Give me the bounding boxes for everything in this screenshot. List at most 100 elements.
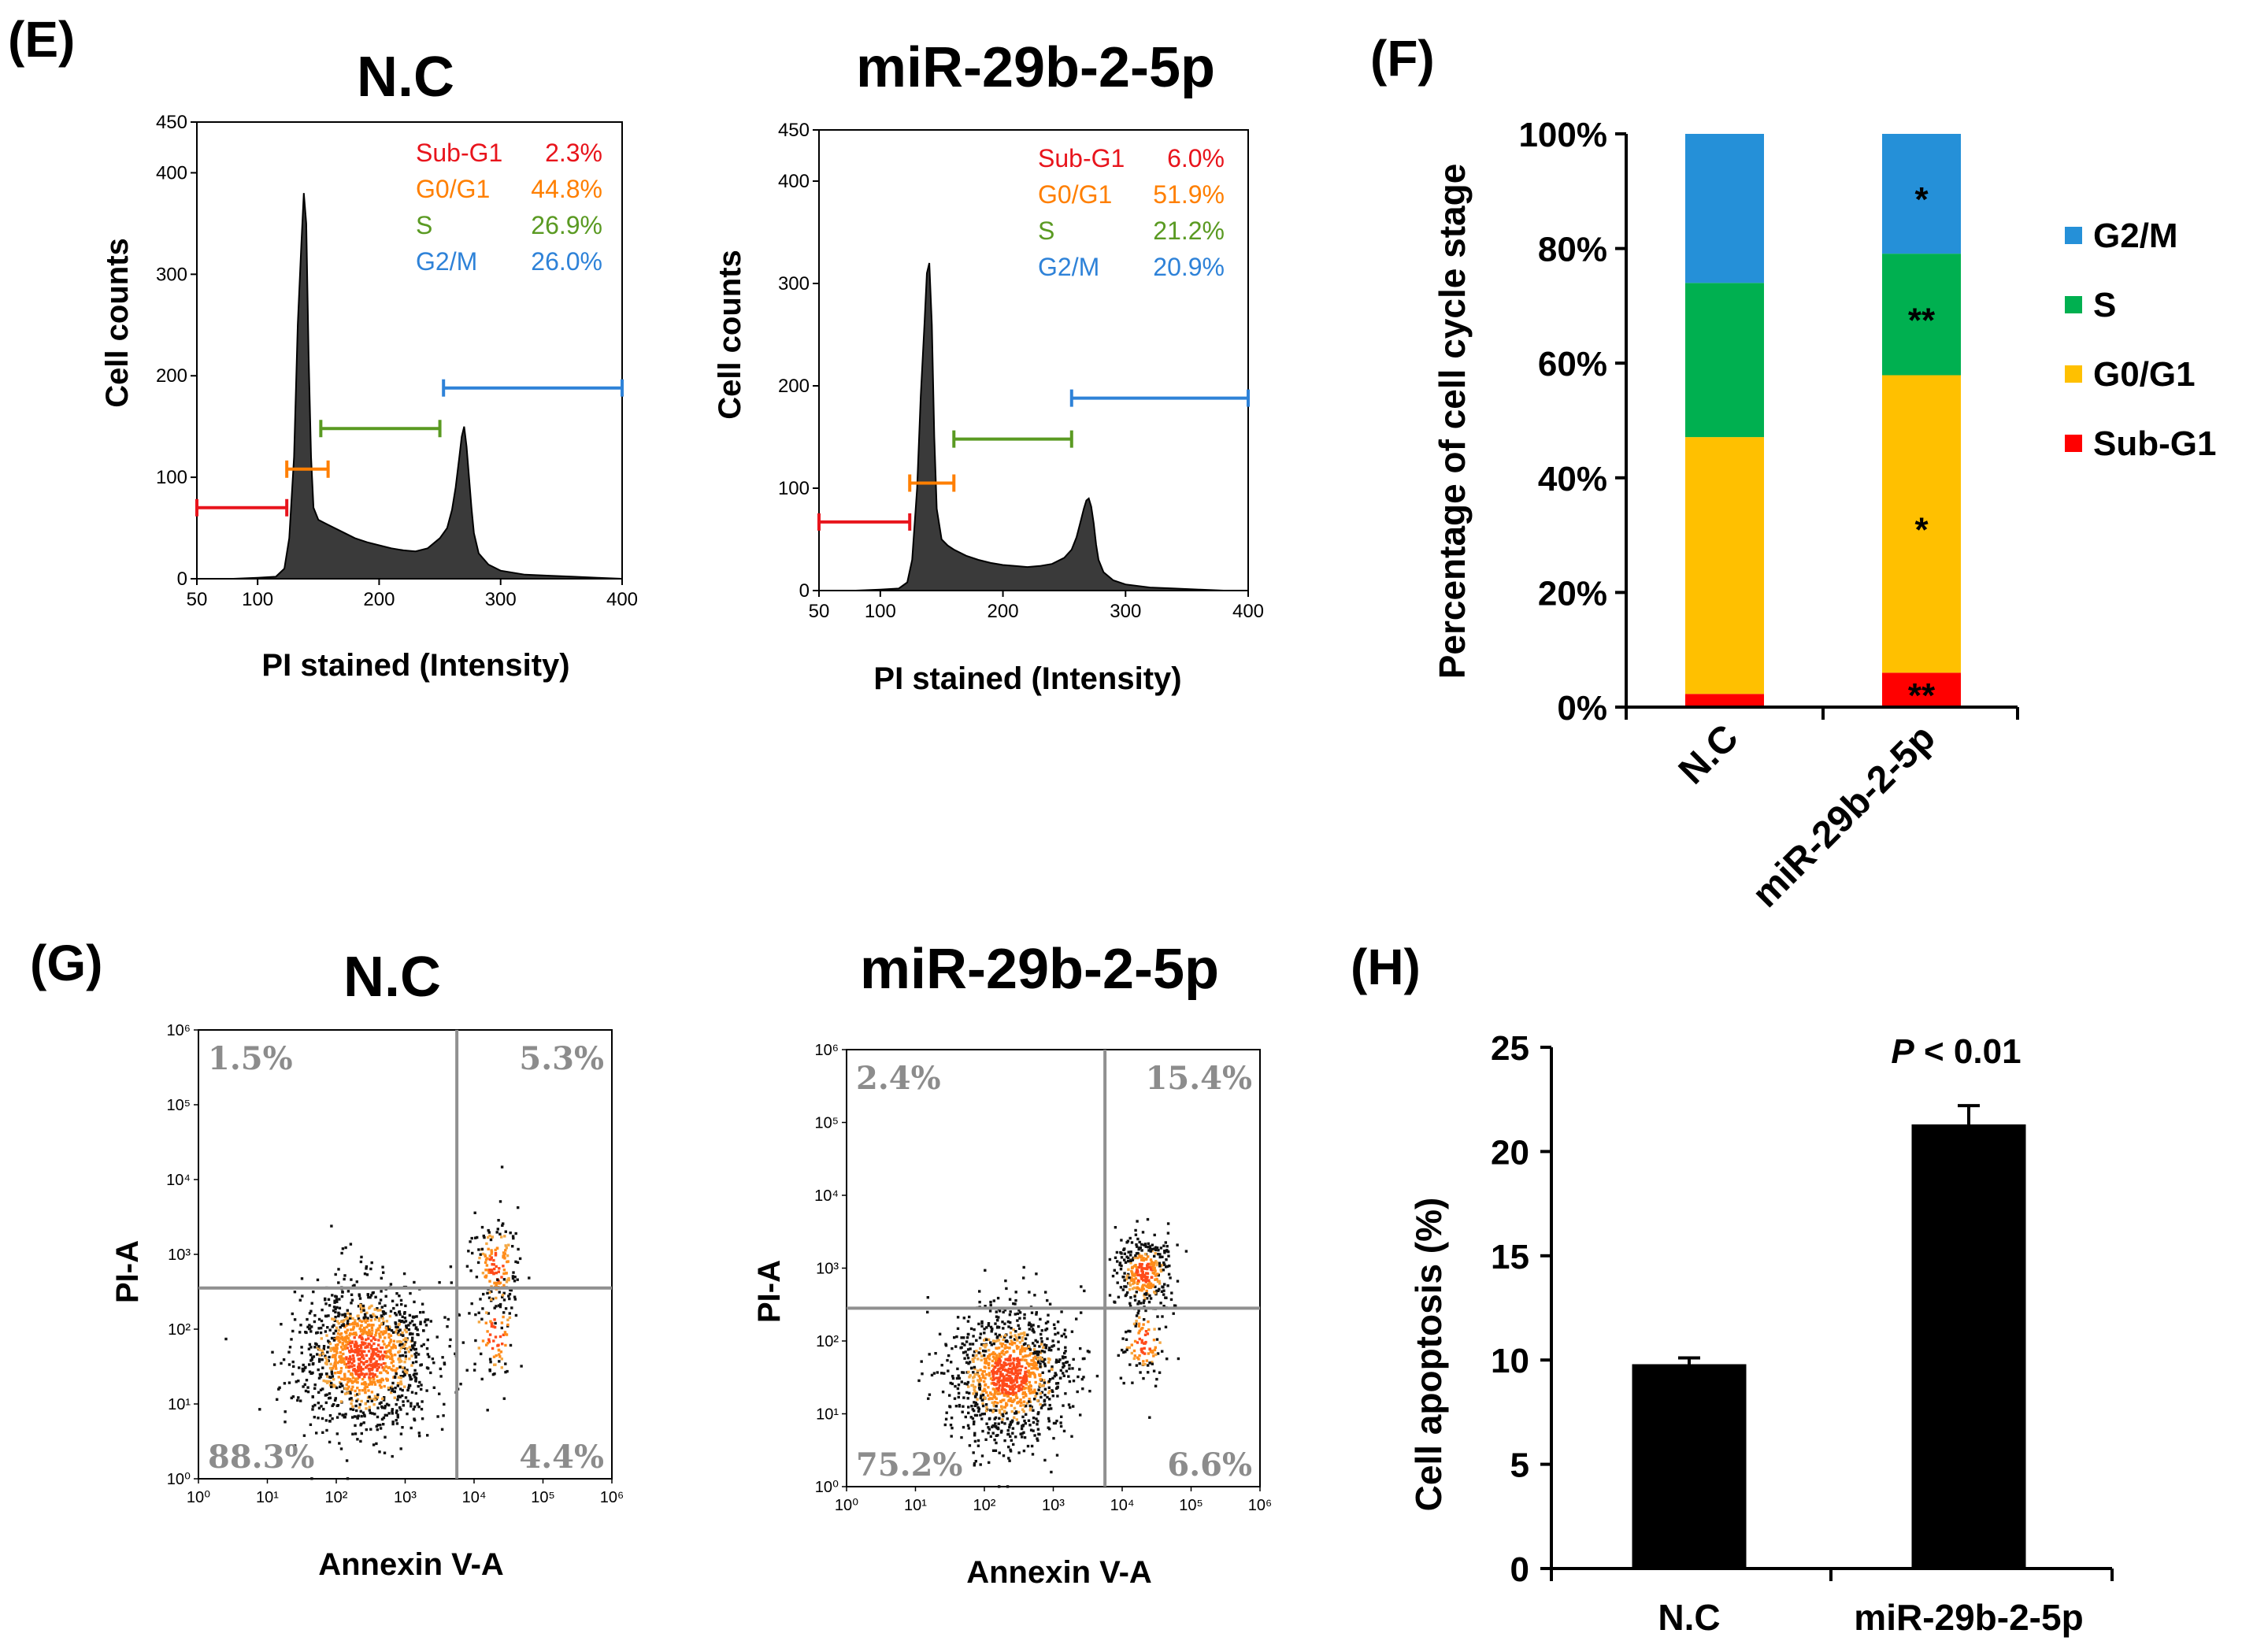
event-dot	[974, 1460, 977, 1463]
event-dot	[1140, 1276, 1143, 1279]
event-dot	[335, 1346, 338, 1350]
y-tick-label: 40%	[1538, 460, 1607, 498]
event-dot	[356, 1350, 359, 1354]
event-dot	[345, 1356, 348, 1359]
event-dot	[1151, 1267, 1154, 1270]
event-dot	[336, 1371, 340, 1374]
event-dot	[443, 1316, 447, 1319]
event-dot	[396, 1413, 399, 1417]
event-dot	[363, 1350, 366, 1354]
event-dot	[994, 1332, 998, 1335]
event-dot	[345, 1365, 348, 1369]
event-dot	[993, 1352, 997, 1356]
event-dot	[503, 1257, 506, 1260]
event-dot	[338, 1442, 341, 1445]
event-dot	[957, 1395, 960, 1399]
event-dot	[398, 1343, 402, 1347]
event-dot	[395, 1325, 398, 1328]
event-dot	[955, 1376, 959, 1380]
event-dot	[1121, 1288, 1125, 1291]
event-dot	[1138, 1329, 1141, 1332]
event-dot	[469, 1269, 472, 1272]
event-dot	[1046, 1337, 1049, 1340]
event-dot	[949, 1424, 953, 1427]
y-tick-label: 10⁵	[166, 1097, 191, 1114]
histogram-nc-ylabel: Cell counts	[100, 238, 135, 408]
event-dot	[481, 1307, 484, 1310]
event-dot	[365, 1365, 368, 1369]
event-dot	[1135, 1291, 1138, 1294]
histogram-profile	[819, 262, 1248, 591]
event-dot	[1138, 1337, 1141, 1341]
event-dot	[1142, 1376, 1145, 1380]
event-dot	[991, 1401, 994, 1404]
event-dot	[1009, 1332, 1013, 1335]
event-dot	[503, 1235, 506, 1238]
event-dot	[403, 1361, 406, 1364]
event-dot	[383, 1396, 386, 1399]
event-dot	[412, 1408, 415, 1411]
event-dot	[1142, 1258, 1145, 1262]
event-dot	[974, 1395, 977, 1398]
event-dot	[313, 1320, 317, 1324]
event-dot	[1042, 1346, 1045, 1349]
event-dot	[399, 1380, 402, 1383]
event-dot	[376, 1424, 380, 1427]
event-dot	[1003, 1334, 1007, 1337]
event-dot	[312, 1355, 316, 1358]
event-dot	[980, 1358, 983, 1361]
event-dot	[996, 1392, 999, 1395]
event-dot	[1025, 1413, 1028, 1416]
event-dot	[356, 1387, 359, 1390]
event-dot	[993, 1371, 997, 1374]
event-dot	[1064, 1356, 1067, 1359]
event-dot	[1044, 1321, 1048, 1325]
event-dot	[1022, 1403, 1025, 1407]
event-dot	[399, 1408, 402, 1411]
event-dot	[1086, 1350, 1090, 1353]
legend-swatch	[2065, 296, 2082, 313]
event-dot	[398, 1354, 402, 1358]
event-dot	[1155, 1277, 1158, 1281]
event-dot	[1040, 1329, 1043, 1332]
y-tick-label: 450	[778, 120, 810, 141]
event-dot	[976, 1439, 980, 1443]
event-dot	[333, 1398, 337, 1402]
event-dot	[488, 1358, 492, 1361]
event-dot	[362, 1421, 365, 1424]
event-dot	[988, 1372, 991, 1375]
event-dot	[984, 1361, 987, 1365]
event-dot	[1130, 1351, 1133, 1355]
event-dot	[363, 1319, 366, 1322]
event-dot	[404, 1354, 407, 1358]
event-dot	[355, 1347, 359, 1351]
event-dot	[1144, 1309, 1147, 1313]
event-dot	[328, 1414, 332, 1417]
event-dot	[1018, 1317, 1021, 1320]
event-dot	[989, 1435, 992, 1438]
event-dot	[351, 1376, 355, 1380]
event-dot	[353, 1380, 356, 1383]
event-dot	[1047, 1313, 1050, 1317]
event-dot	[1153, 1266, 1156, 1270]
event-dot	[322, 1345, 326, 1348]
event-dot	[1010, 1378, 1014, 1381]
event-dot	[1147, 1300, 1151, 1304]
event-dot	[966, 1332, 970, 1336]
event-dot	[325, 1381, 329, 1384]
event-dot	[328, 1376, 331, 1379]
event-dot	[1124, 1261, 1128, 1264]
event-dot	[384, 1331, 387, 1335]
event-dot	[364, 1402, 367, 1406]
event-dot	[375, 1331, 378, 1335]
event-dot	[326, 1375, 329, 1378]
event-dot	[324, 1302, 328, 1306]
event-dot	[276, 1398, 279, 1401]
event-dot	[413, 1280, 416, 1284]
event-dot	[943, 1423, 947, 1427]
y-tick-label: 0	[799, 580, 810, 602]
event-dot	[398, 1387, 402, 1391]
event-dot	[518, 1257, 522, 1261]
event-dot	[426, 1434, 429, 1437]
